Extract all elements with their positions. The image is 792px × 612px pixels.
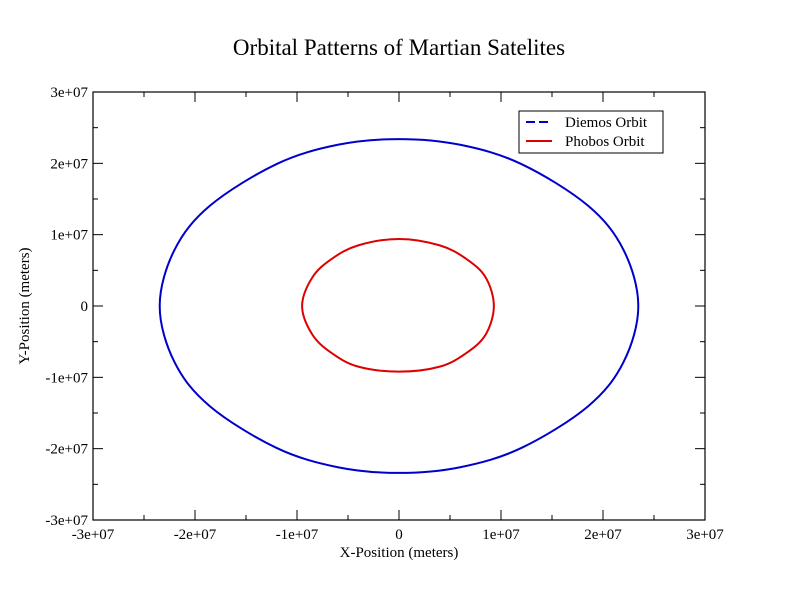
x-tick-label: 0	[395, 527, 403, 543]
x-axis-label: X-Position (meters)	[340, 545, 459, 561]
legend-box	[518, 110, 664, 154]
series-diemos-orbit-line	[158, 138, 640, 474]
series-layer	[158, 138, 640, 474]
legend-label-phobos: Phobos Orbit	[565, 134, 645, 150]
x-tick-label: 2e+07	[584, 527, 622, 543]
y-tick-label: -2e+07	[45, 442, 88, 458]
legend: Diemos Orbit Phobos Orbit	[518, 110, 664, 154]
x-tick-label: -1e+07	[276, 527, 319, 543]
y-tick-label: -1e+07	[45, 370, 88, 386]
y-axis-label: Y-Position (meters)	[17, 247, 33, 364]
x-tick-label: -3e+07	[72, 527, 115, 543]
series-phobos-orbit-line	[301, 237, 495, 373]
axis-tick-labels: -3e+07 -2e+07 -1e+07 0 1e+07 2e+07 3e+07 -3e+07…	[45, 85, 724, 543]
y-tick-label: 1e+07	[50, 228, 88, 244]
x-tick-label: 1e+07	[482, 527, 520, 543]
x-tick-label: 3e+07	[686, 527, 724, 543]
x-tick-label: -2e+07	[174, 527, 217, 543]
y-tick-label: -3e+07	[45, 513, 88, 529]
y-tick-label: 2e+07	[50, 156, 88, 172]
legend-label-diemos: Diemos Orbit	[565, 115, 648, 131]
chart-title: Orbital Patterns of Martian Satelites	[233, 35, 565, 60]
y-tick-label: 0	[81, 299, 89, 315]
axis-ticks	[92, 91, 706, 521]
y-tick-label: 3e+07	[50, 85, 88, 101]
